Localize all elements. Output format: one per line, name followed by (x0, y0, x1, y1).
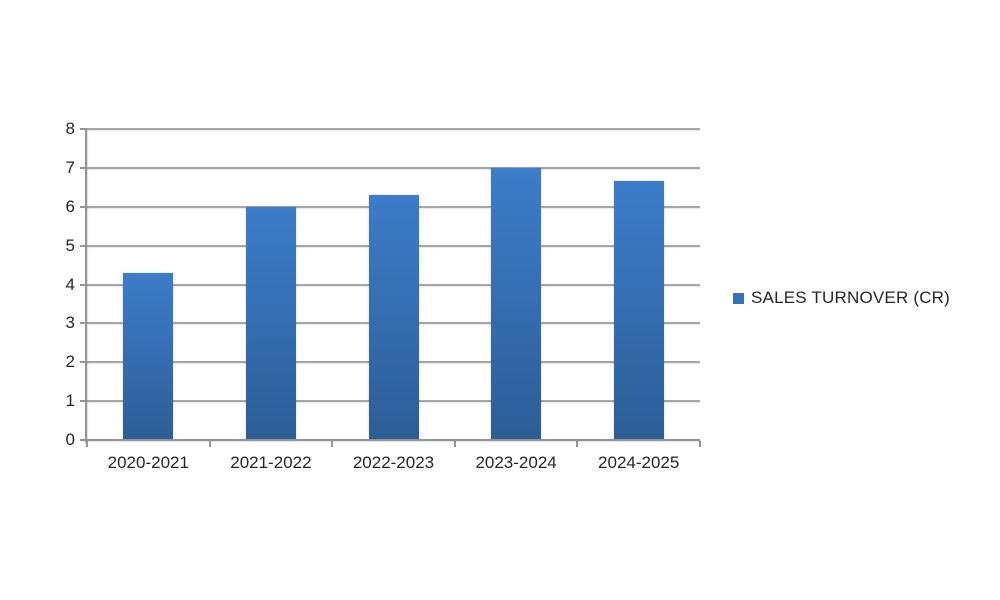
gridline (87, 166, 700, 169)
x-axis-category-label: 2024-2025 (598, 453, 680, 472)
gridline (87, 128, 700, 130)
bar-2021-2022 (245, 206, 296, 440)
x-axis-tick (331, 441, 334, 447)
y-axis-tick (80, 322, 87, 325)
x-axis-tick (576, 441, 579, 447)
x-axis-category-label: 2021-2022 (230, 453, 312, 472)
y-axis-tick (80, 400, 87, 403)
x-axis-tick (208, 441, 211, 447)
y-axis-tick (80, 166, 87, 169)
legend: SALES TURNOVER (CR) (733, 288, 950, 308)
bar-2023-2024 (491, 167, 542, 440)
y-axis-tick (80, 244, 87, 247)
y-axis-tick (80, 283, 87, 286)
y-axis-tick (80, 439, 87, 441)
x-axis-tick (699, 441, 701, 447)
y-axis-tick-label: 0 (65, 430, 75, 449)
x-axis-category-label: 2023-2024 (475, 453, 557, 472)
bar-2024-2025 (613, 181, 664, 440)
x-axis-category-label: 2022-2023 (352, 453, 435, 472)
legend-label: SALES TURNOVER (CR) (751, 288, 951, 307)
y-axis-tick (80, 361, 87, 364)
y-axis-tick-label: 7 (65, 157, 75, 177)
x-axis-line (85, 439, 700, 441)
x-axis-tick (453, 441, 456, 447)
y-axis-tick (80, 205, 87, 208)
y-axis-tick-label: 4 (65, 274, 75, 294)
y-axis-tick-label: 1 (65, 391, 75, 411)
legend-swatch-icon (733, 292, 744, 304)
x-axis-tick (86, 441, 88, 447)
y-axis-tick-label: 6 (65, 196, 75, 216)
y-axis-line (85, 129, 87, 442)
x-axis-category-label: 2020-2021 (107, 453, 189, 472)
y-axis-tick-label: 8 (65, 119, 75, 138)
bar-2020-2021 (123, 272, 174, 440)
y-axis-tick-label: 2 (65, 352, 75, 372)
y-axis-tick (80, 128, 87, 130)
bar-2022-2023 (368, 195, 419, 440)
y-axis-tick-label: 5 (65, 235, 75, 255)
y-axis-tick-label: 3 (65, 313, 75, 333)
